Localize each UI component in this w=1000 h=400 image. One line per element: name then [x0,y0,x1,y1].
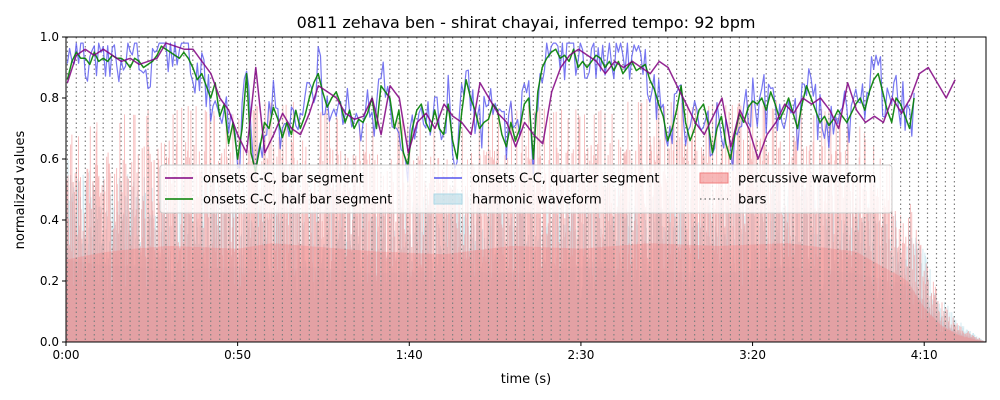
percussive-waveform [66,99,986,342]
y-tick-label: 0.8 [40,91,59,105]
legend-bars: bars [700,193,767,208]
legend-label: onsets C-C, bar segment [203,172,364,187]
legend-label: bars [738,193,767,208]
legend-label: onsets C-C, quarter segment [472,172,659,187]
legend-label: percussive waveform [738,172,876,187]
legend-harmonic-waveform: harmonic waveform [433,193,602,208]
x-tick-label: 0:00 [53,348,80,362]
legend-patch-swatch [433,193,463,205]
legend: onsets C-C, bar segment onsets C-C, half … [159,164,893,214]
waveform-spikes [66,99,986,342]
y-axis-label: normalized values [13,130,28,249]
series-quarter-segment [66,42,915,182]
y-tick-label: 0.0 [40,335,59,349]
legend-half-bar-segment: onsets C-C, half bar segment [165,193,392,208]
legend-bar-segment: onsets C-C, bar segment [165,172,364,187]
chart-title: 0811 zehava ben - shirat chayai, inferre… [297,13,756,32]
legend-label: harmonic waveform [472,193,602,208]
y-tick-label: 0.4 [40,213,59,227]
x-tick-label: 2:30 [567,348,594,362]
bar-lines [66,37,956,342]
x-tick-label: 4:10 [911,348,938,362]
legend-percussive-waveform: percussive waveform [699,172,876,187]
plot-area [66,37,986,342]
plot-frame [65,36,987,343]
waveform-body [66,243,986,342]
y-tick-label: 0.6 [40,152,59,166]
x-axis: 0:00 0:50 1:40 2:30 3:20 4:10 [53,342,938,362]
x-tick-label: 0:50 [224,348,251,362]
legend-quarter-segment: onsets C-C, quarter segment [434,172,659,187]
legend-patch-swatch [699,172,729,184]
x-tick-label: 3:20 [739,348,766,362]
x-axis-label: time (s) [501,372,551,387]
legend-label: onsets C-C, half bar segment [203,193,392,208]
y-axis: 0.0 0.2 0.4 0.6 0.8 1.0 [40,30,66,349]
y-tick-label: 1.0 [40,30,59,44]
y-tick-label: 0.2 [40,274,59,288]
x-tick-label: 1:40 [396,348,423,362]
series-half-bar-segment [66,45,915,172]
series-bar-segment [66,42,956,160]
